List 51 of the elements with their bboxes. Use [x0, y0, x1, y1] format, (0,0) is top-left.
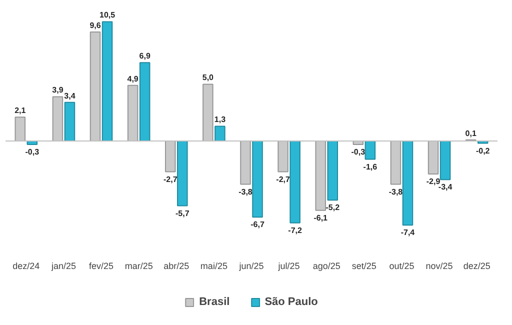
bar	[177, 140, 188, 206]
bar	[102, 21, 113, 142]
data-label: -0,3	[351, 148, 366, 157]
data-label: -6,1	[314, 213, 328, 222]
data-label: -0,2	[476, 146, 490, 156]
data-label: -3,8	[238, 187, 253, 196]
data-label: -1,6	[363, 162, 378, 172]
bar	[252, 140, 263, 218]
x-tick-label: set/25	[352, 260, 376, 271]
data-label: -7,2	[288, 226, 303, 235]
bar	[139, 62, 150, 142]
bar	[290, 140, 300, 224]
x-tick-label: dez/24	[12, 260, 40, 271]
x-tick-label: out/25	[389, 260, 414, 271]
legend-label: Brasil	[199, 296, 230, 308]
bar	[327, 140, 338, 201]
x-tick-label: ago/25	[312, 260, 340, 271]
data-label: 1,3	[214, 115, 226, 124]
bar	[214, 126, 226, 142]
x-tick-label: mai/25	[200, 260, 228, 271]
x-tick-label: nov/25	[426, 260, 453, 271]
data-label: 9,6	[90, 20, 102, 30]
data-label: 4,9	[127, 74, 139, 84]
data-label: -2,9	[426, 177, 441, 186]
data-label: 3,4	[64, 91, 76, 100]
data-label: 10,5	[99, 10, 116, 20]
x-tick-label: mar/25	[124, 260, 153, 271]
x-tick-label: fev/25	[89, 260, 114, 271]
data-label: -6,7	[250, 220, 265, 230]
data-label: -0,3	[25, 148, 40, 157]
data-label: 3,9	[52, 86, 64, 95]
bar	[364, 140, 376, 160]
data-label: 2,1	[14, 106, 26, 116]
data-label: 5,0	[202, 73, 214, 82]
data-label: -5,2	[326, 203, 340, 212]
data-label: -7,4	[400, 228, 416, 238]
x-tick-label: jan/25	[50, 260, 76, 271]
data-label: -2,7	[163, 174, 178, 184]
x-tick-label: jul/25	[277, 260, 300, 271]
bar	[440, 140, 451, 180]
data-label: 6,9	[139, 52, 151, 61]
bar	[64, 102, 76, 142]
data-label: 0,1	[465, 128, 477, 138]
data-label: -5,7	[176, 208, 190, 218]
data-label: -3,8	[388, 187, 404, 196]
bar	[402, 140, 414, 226]
x-tick-label: dez/25	[463, 260, 490, 271]
x-tick-label: abr/25	[164, 260, 190, 271]
legend-label: São Paulo	[264, 296, 318, 308]
data-label: -3,4	[438, 182, 453, 192]
x-tick-label: jun/25	[238, 260, 264, 271]
